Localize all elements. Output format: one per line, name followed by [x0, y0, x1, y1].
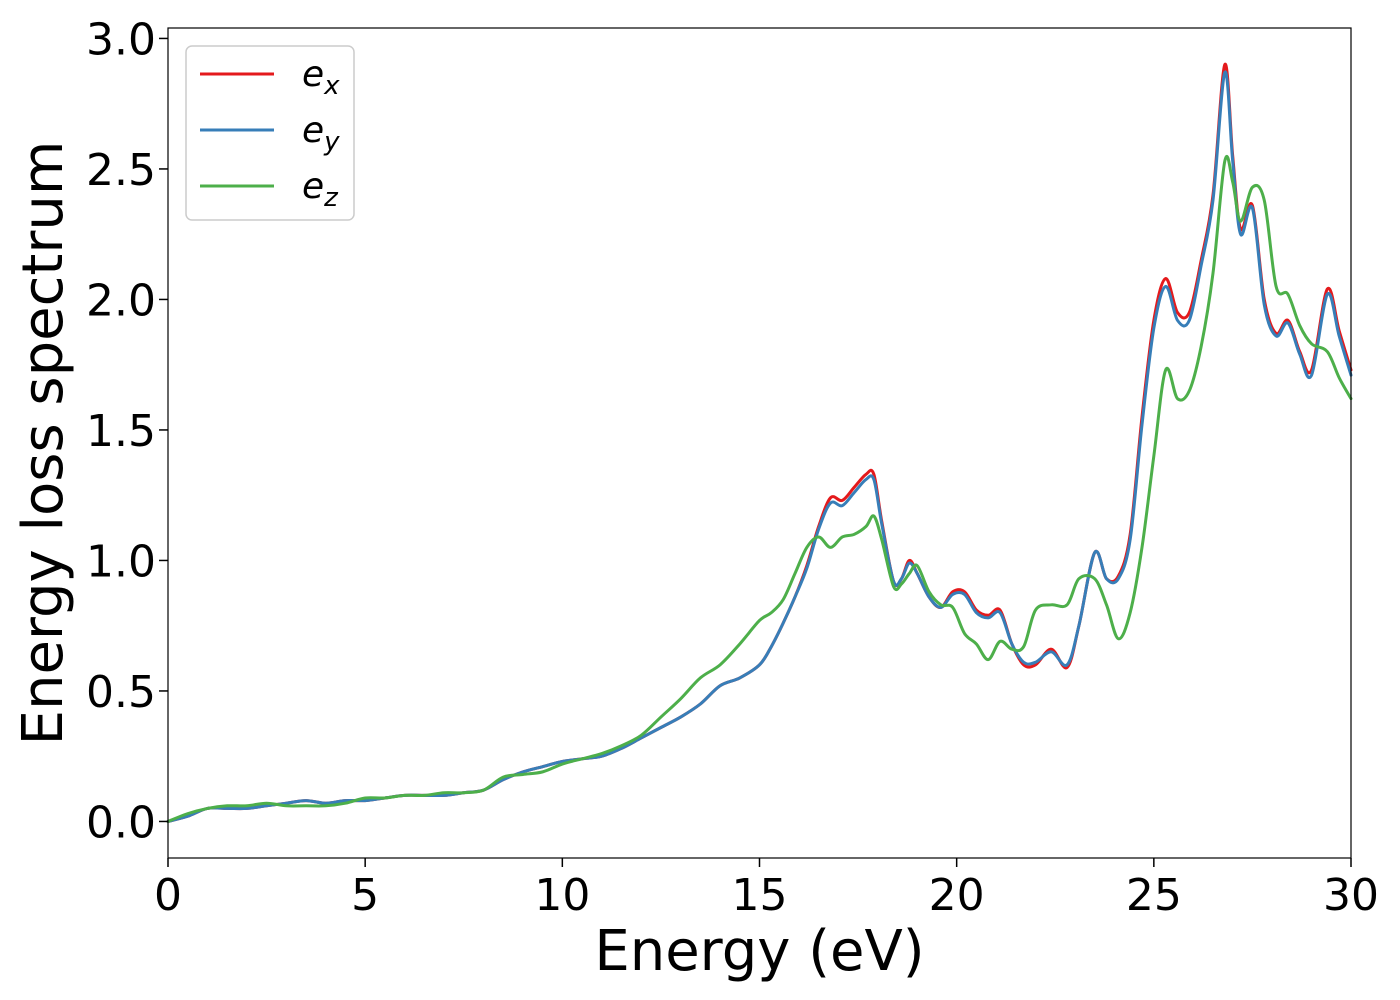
x-tick-label: 15 — [732, 870, 788, 921]
y-tick-label: 3.0 — [86, 14, 156, 65]
y-tick-label: 1.5 — [86, 406, 156, 457]
legend-label-z: ez — [302, 166, 339, 213]
x-tick-label: 30 — [1323, 870, 1379, 921]
y-tick-label: 1.0 — [86, 536, 156, 587]
series-line-z — [166, 155, 1353, 823]
legend-label-y: ey — [302, 110, 340, 157]
y-tick-label: 0.5 — [86, 667, 156, 718]
legend-label-x: ex — [302, 54, 340, 101]
x-tick-label: 10 — [534, 870, 590, 921]
x-axis-ticks: 0 5 10 15 20 25 30 — [154, 858, 1379, 921]
y-axis-ticks: 0.0 0.5 1.0 1.5 2.0 2.5 3.0 — [86, 14, 168, 848]
x-axis-label: Energy (eV) — [594, 919, 924, 984]
y-tick-label: 2.0 — [86, 275, 156, 326]
plot-series — [166, 63, 1353, 823]
series-line-y — [166, 70, 1353, 823]
legend: ex ey ez — [185, 45, 355, 221]
y-tick-label: 2.5 — [86, 145, 156, 196]
x-tick-label: 25 — [1126, 870, 1182, 921]
x-tick-label: 5 — [351, 870, 379, 921]
y-tick-label: 0.0 — [86, 797, 156, 848]
y-axis-label: Energy loss spectrum — [11, 141, 76, 746]
legend-box — [185, 45, 355, 221]
x-tick-label: 0 — [154, 870, 182, 921]
x-tick-label: 20 — [929, 870, 985, 921]
